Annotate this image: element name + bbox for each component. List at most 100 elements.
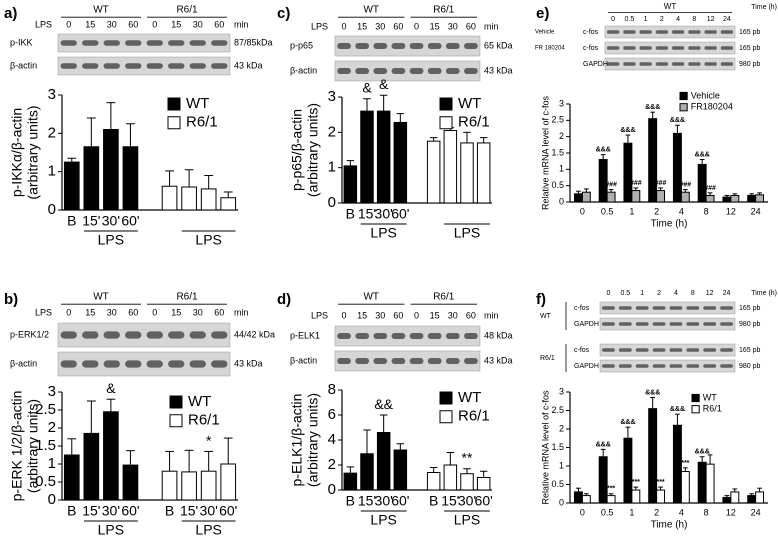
significance-mark: &&& [695, 151, 710, 158]
panel-letter: f) [536, 291, 546, 308]
blot-band-name: p-p65 [290, 40, 313, 50]
x-tick-label: 60' [219, 503, 237, 519]
blot-group-label: R6/1 [176, 5, 198, 16]
significance-mark: *** [632, 479, 640, 486]
blot-band [703, 322, 717, 326]
significance-mark: && [374, 396, 393, 412]
bar [443, 464, 458, 491]
legend-label: R6/1 [703, 404, 722, 414]
y-tick-label: 1 [48, 163, 56, 180]
blot-band [391, 43, 406, 49]
panel-letter: e) [536, 5, 549, 22]
blot-strip [334, 350, 481, 372]
blot-band [720, 348, 733, 352]
blot-band [445, 68, 460, 74]
blot-band-size: 980 pb [739, 61, 761, 68]
blot-band [82, 360, 99, 368]
x-tick-label: 30' [200, 503, 218, 519]
blot-band [639, 62, 652, 66]
blot-band-size: 43 kDa [484, 355, 513, 365]
x-tick-label: 1 [629, 507, 634, 517]
bar [606, 191, 616, 203]
blot-band [211, 40, 228, 46]
bar [705, 194, 715, 203]
blot-band-size: 65 kDa [484, 40, 513, 50]
blot-band [445, 358, 460, 364]
blot-band [618, 306, 632, 310]
blot-time: 15 [357, 21, 367, 31]
x-tick-label: 0.5 [601, 206, 614, 216]
bar [722, 496, 732, 504]
blot-band [355, 43, 370, 49]
blot-band [337, 43, 351, 49]
y-tick-label: 1.5 [551, 442, 564, 452]
y-tick-label: 1 [328, 159, 336, 176]
y-tick-label: 0.5 [35, 473, 56, 490]
blot-time-unit: min [484, 310, 499, 320]
blot-time-unit: min [234, 307, 249, 317]
blot-band-size: 165 pb [739, 305, 761, 312]
blot-band [669, 306, 683, 310]
group-label: LPS [98, 522, 124, 537]
blot-time: 30 [448, 310, 458, 320]
significance-mark: &&& [645, 104, 660, 111]
blot-band [623, 62, 636, 66]
y-tick-label: 0 [328, 481, 336, 498]
bar [122, 146, 139, 211]
legend-swatch [691, 405, 700, 414]
significance-mark: ### [655, 180, 667, 187]
blot-band [189, 63, 206, 69]
x-tick-label: 15' [82, 503, 100, 519]
blot-time-unit: min [234, 19, 249, 29]
significance-mark: &&& [596, 147, 611, 154]
blot-time-unit: min [484, 21, 499, 31]
blot-band [703, 306, 717, 310]
blot-band [409, 43, 424, 49]
bar [393, 449, 408, 491]
bar [697, 163, 707, 203]
x-tick-label: 0.5 [601, 507, 614, 517]
blot-band [686, 348, 700, 352]
x-tick-label: 30' [102, 503, 120, 519]
y-tick-label: 1 [559, 164, 564, 174]
blot-band [669, 348, 683, 352]
bar [730, 491, 740, 504]
blot-time: 2 [660, 16, 664, 23]
blot-band [60, 63, 77, 69]
blot-band [635, 348, 649, 352]
x-tick-label: 60' [391, 493, 409, 509]
blot-band [189, 331, 206, 339]
bar [747, 495, 757, 504]
blot-band-name: p-IKK [10, 37, 33, 47]
blot-band-name: p-ERK1/2 [10, 329, 49, 339]
blot-strip [604, 25, 736, 39]
blot-band [671, 62, 685, 66]
y-tick-label: 3 [48, 383, 56, 400]
bar [83, 146, 100, 211]
x-tick-label: 60' [391, 206, 409, 222]
blot-band [409, 358, 424, 364]
bar [573, 193, 583, 203]
blot-band [720, 306, 733, 310]
blot-set-name: WT [540, 313, 552, 320]
significance-mark: &&& [620, 127, 635, 134]
blot-band [211, 360, 228, 368]
blot-band [355, 358, 370, 364]
blot-time: 8 [691, 290, 695, 297]
significance-mark: &&& [670, 406, 685, 413]
blot-band [720, 322, 733, 326]
x-axis-label: Time (h) [651, 520, 688, 531]
blot-row-label: LPS [311, 310, 328, 320]
blot-band [125, 40, 142, 46]
group-label: LPS [195, 522, 221, 537]
bar [581, 191, 591, 203]
legend-swatch [167, 116, 181, 130]
blot-band [671, 46, 685, 50]
bar [426, 472, 441, 491]
blot-group-label: WT [664, 2, 677, 11]
significance-mark: & [106, 380, 116, 396]
blot-band [623, 46, 636, 50]
blot-band [703, 348, 717, 352]
blot-band-size: 980 pb [739, 321, 761, 328]
bar [697, 461, 707, 504]
